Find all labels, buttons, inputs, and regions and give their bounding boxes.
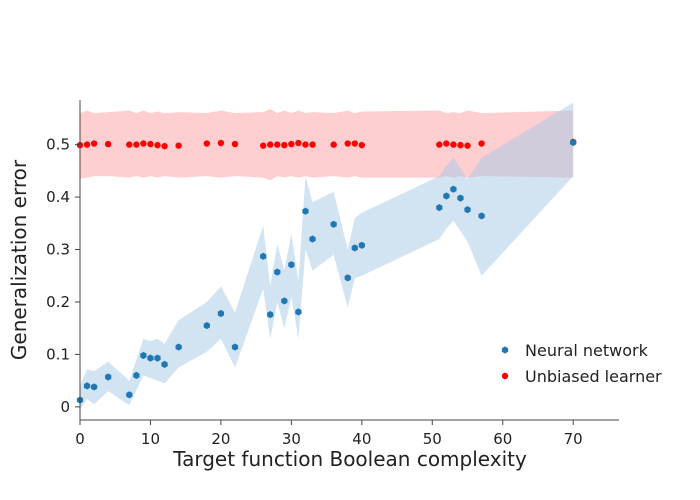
unbiased-learner-point [140,140,147,147]
neural-network-point [154,354,161,362]
y-tick-label: 0.2 [46,293,70,311]
neural-network-point [274,268,281,276]
unbiased-learner-point [457,141,464,149]
x-tick-label: 50 [423,430,442,448]
unbiased-learner-point [154,141,161,149]
unbiased-learner-point [83,141,91,148]
neural-network-point [570,138,577,147]
unbiased-learner-point [436,141,443,148]
neural-network-point [309,235,316,243]
neural-network-point [140,351,147,360]
legend-label-unbiased-learner: Unbiased learner [525,367,662,386]
data-points [76,138,577,404]
neural-network-point [436,203,443,212]
unbiased-learner-point [295,139,302,147]
neural-network-point [464,206,471,214]
unbiased-learner-point [126,141,133,148]
confidence-bands [80,102,574,410]
neural-network-point [330,220,337,228]
x-tick-label: 30 [282,430,301,448]
legend: Neural network Unbiased learner [501,341,662,386]
unbiased-learner-point [344,140,351,147]
neural-network-point [478,212,485,220]
y-tick-label: 0.5 [46,136,70,154]
unbiased-learner-point [443,140,450,147]
unbiased-learner-point [133,141,140,148]
neural-network-point [203,321,210,330]
neural-network-point [457,194,464,202]
neural-network-point [302,207,309,215]
y-tick-label: 0 [60,398,70,416]
unbiased-learner-point [478,140,485,147]
legend-label-neural-network: Neural network [525,341,649,360]
unbiased-learner-point [231,140,239,148]
unbiased-learner-point [309,141,316,148]
neural-network-point [161,360,168,368]
unbiased-learner-point [450,141,457,148]
neural-network-point [260,252,267,260]
neural-network-point [351,244,358,252]
neural-network-point [267,310,274,319]
unbiased-learner-point [147,140,154,148]
neural-network-point [217,309,225,318]
unbiased-learner-point [104,140,112,148]
unbiased-learner-point [175,142,182,149]
legend-marker-neural-network [501,346,509,354]
x-tick-label: 20 [211,430,230,448]
neural-network-point [175,343,182,351]
neural-network-point [90,383,98,391]
unbiased-learner-point [351,140,358,147]
x-tick-label: 60 [493,430,512,448]
y-tick-label: 0.3 [46,241,70,259]
neural-network-point [295,308,302,316]
unbiased-learner-point [161,142,168,150]
x-tick-label: 40 [352,430,371,448]
neural-network-point [281,297,288,305]
y-axis-title: Generalization error [7,159,31,360]
neural-network-point [147,354,154,362]
unbiased-learner-point [217,139,225,147]
neural-network-point [358,241,365,249]
axes: 0 10 20 30 40 50 60 70 0 0.1 0.2 0.3 0.4 0.5 [46,100,619,448]
unbiased-learner-point [288,140,295,148]
unbiased-learner-point [302,141,309,148]
neural-network-point [133,371,140,380]
x-axis-title: Target function Boolean complexity [172,447,527,471]
neural-network-point [288,261,295,269]
unbiased-learner-point [330,141,337,148]
x-tick-label: 0 [75,430,85,448]
legend-marker-unbiased-learner [501,372,509,380]
unbiased-learner-point [203,140,211,147]
x-tick-label: 70 [564,430,583,448]
neural-network-point [443,192,450,200]
neural-network-point [450,185,457,193]
unbiased-learner-point [274,141,281,148]
neural-network-point [105,373,112,381]
neural-network-point [344,274,351,282]
neural-network-point [83,382,91,390]
neural-network-band [80,102,574,410]
unbiased-learner-point [267,141,274,148]
neural-network-point [126,391,133,399]
x-tick-label: 10 [141,430,160,448]
unbiased-learner-point [358,141,366,149]
unbiased-learner-point [90,140,98,147]
unbiased-learner-point [464,142,471,149]
unbiased-learner-point [259,142,267,149]
y-tick-label: 0.4 [46,188,70,206]
neural-network-point [231,343,239,351]
y-tick-label: 0.1 [46,345,70,363]
unbiased-learner-point [281,141,288,149]
